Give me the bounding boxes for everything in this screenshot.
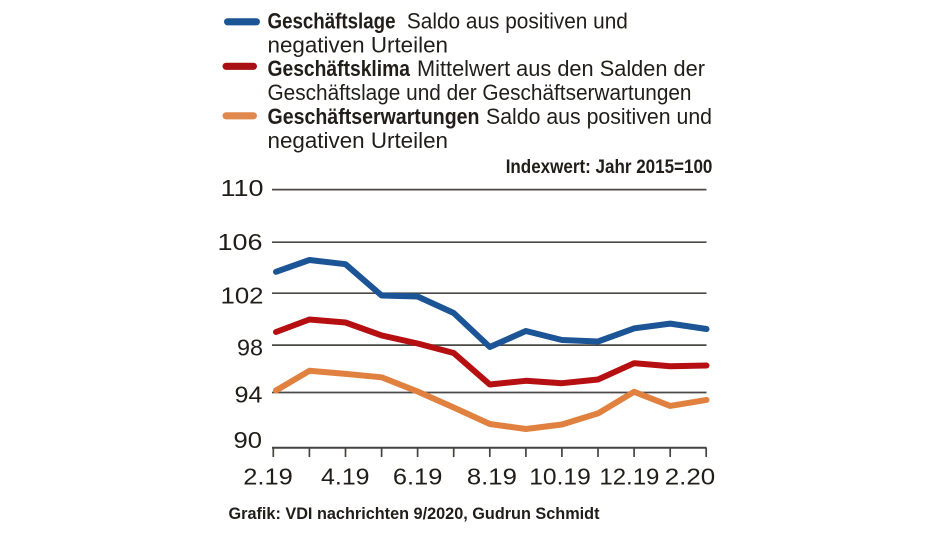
svg-text:4.19: 4.19: [321, 464, 370, 490]
svg-text:10.19: 10.19: [529, 464, 591, 490]
svg-text:12.19: 12.19: [599, 464, 659, 490]
svg-text:Indexwert: Jahr 2015=100: Indexwert: Jahr 2015=100: [506, 157, 713, 178]
svg-text:Geschäftslage und der Geschäft: Geschäftslage und der Geschäftserwartung…: [268, 80, 692, 105]
svg-text:Mittelwert aus den Salden der: Mittelwert aus den Salden der: [417, 56, 705, 81]
svg-text:Saldo aus positiven und: Saldo aus positiven und: [486, 104, 712, 129]
svg-text:2.19: 2.19: [243, 464, 293, 490]
svg-text:negativen Urteilen: negativen Urteilen: [268, 128, 449, 153]
svg-text:106: 106: [218, 229, 263, 255]
svg-text:98: 98: [237, 334, 263, 360]
svg-text:Geschäftslage: Geschäftslage: [268, 8, 396, 33]
svg-text:Geschäftserwartungen: Geschäftserwartungen: [268, 104, 480, 129]
svg-text:Grafik: VDI nachrichten 9/2020: Grafik: VDI nachrichten 9/2020, Gudrun S…: [229, 504, 600, 523]
svg-text:2.20: 2.20: [665, 464, 716, 490]
svg-text:102: 102: [221, 283, 264, 309]
svg-text:94: 94: [235, 381, 263, 407]
svg-text:8.19: 8.19: [467, 464, 517, 490]
svg-text:negativen Urteilen: negativen Urteilen: [268, 32, 449, 57]
svg-text:6.19: 6.19: [393, 464, 443, 490]
svg-text:90: 90: [234, 427, 263, 453]
svg-text:Saldo aus positiven und: Saldo aus positiven und: [407, 8, 628, 33]
svg-text:Geschäftsklima: Geschäftsklima: [268, 56, 411, 81]
svg-text:110: 110: [221, 175, 264, 201]
